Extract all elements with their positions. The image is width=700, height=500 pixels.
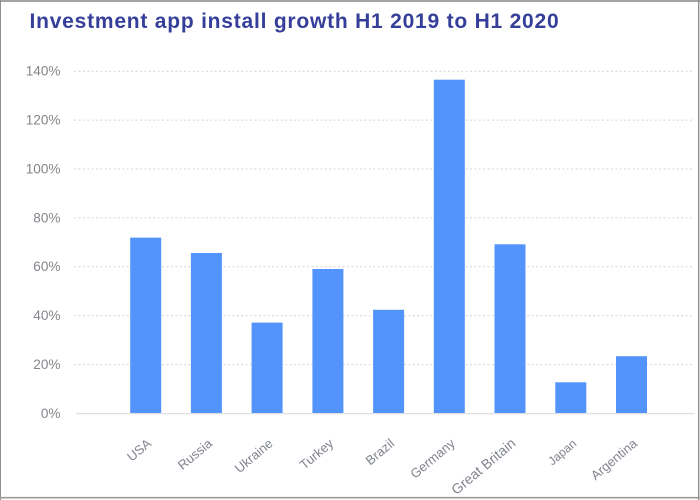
svg-text:140%: 140% (26, 64, 61, 79)
svg-text:80%: 80% (33, 210, 60, 225)
svg-text:20%: 20% (33, 357, 60, 372)
svg-text:60%: 60% (33, 259, 60, 274)
svg-text:40%: 40% (33, 308, 60, 323)
svg-text:Investment app install growth: Investment app install growth H1 2019 to… (30, 10, 560, 33)
svg-text:120%: 120% (26, 113, 61, 128)
svg-text:0%: 0% (41, 406, 61, 421)
svg-text:100%: 100% (26, 161, 61, 176)
